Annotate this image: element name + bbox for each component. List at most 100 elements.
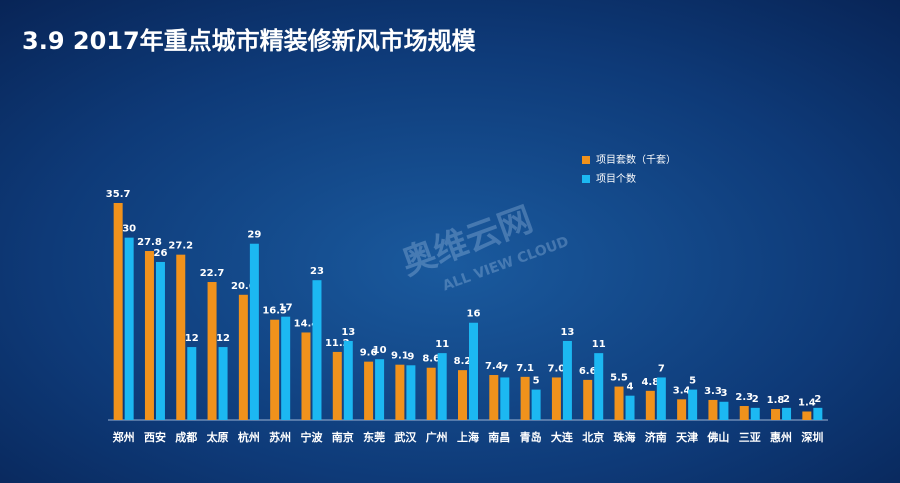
value-label: 7.1 [516,363,534,374]
value-label: 16 [467,309,481,320]
value-label: 2.3 [735,392,753,403]
value-label: 12 [216,333,230,344]
bar [176,254,186,420]
value-label: 9 [407,351,414,362]
value-label: 11.2 [325,338,350,349]
bar [625,395,635,420]
bar [281,316,291,420]
x-tick-label: 上海 [457,430,479,444]
value-label: 27.2 [168,241,193,252]
chart-title: 3.9 2017年重点城市精装修新风市场规模 [22,27,477,55]
bar [520,376,530,420]
bar [458,370,467,420]
value-label: 2 [783,394,790,405]
bar [645,390,655,420]
x-tick-label: 南京 [332,430,354,444]
value-label: 9.1 [391,351,409,362]
bar [469,322,478,420]
value-label: 3.4 [673,385,691,396]
value-label: 14.4 [294,318,319,329]
x-tick-label: 南昌 [488,430,510,444]
value-label: 6.6 [579,366,597,377]
x-tick-label: 杭州 [238,430,260,444]
bar [395,364,405,420]
x-tick-label: 大连 [551,430,574,444]
value-label: 30 [122,224,136,235]
bar [124,237,134,420]
bar [719,401,729,420]
value-label: 5 [689,376,696,387]
bar [531,389,541,420]
bar [270,319,280,420]
value-label: 5 [533,376,540,387]
value-label: 9.6 [360,348,378,359]
bar [739,406,749,420]
bar [238,294,248,420]
x-tick-label: 东莞 [363,430,385,444]
bar [750,407,760,420]
bar [614,386,624,420]
x-tick-label: 惠州 [770,430,792,444]
value-label: 13 [341,327,355,338]
value-label: 29 [247,230,261,241]
bar [249,243,259,420]
bar [426,367,436,420]
bar [677,399,687,420]
value-label: 20.6 [231,281,256,292]
value-label: 13 [560,327,574,338]
x-tick-label: 宁波 [300,430,323,444]
x-tick-label: 济南 [645,430,667,444]
value-label: 4.8 [641,377,659,388]
value-label: 8.6 [422,354,440,365]
x-tick-label: 珠海 [614,430,636,444]
value-label: 16.5 [262,306,287,317]
bar [583,379,593,420]
bar [332,351,342,420]
x-tick-label: 深圳 [801,430,823,444]
x-tick-label: 北京 [582,430,604,444]
x-tick-label: 苏州 [269,430,291,444]
value-label: 27.8 [137,237,162,248]
x-tick-label: 三亚 [739,431,761,444]
value-label: 35.7 [106,189,131,200]
value-label: 3.3 [704,386,722,397]
x-tick-label: 郑州 [113,430,135,444]
bar [802,411,812,420]
value-label: 2 [814,394,821,405]
x-tick-label: 天津 [676,430,698,444]
value-label: 7.4 [485,361,503,372]
bar [551,377,561,420]
bar [594,353,604,420]
bar [375,359,385,420]
value-label: 7 [501,363,508,374]
bar [364,361,374,420]
bar [312,280,322,420]
value-label: 7 [658,363,665,374]
bar [343,340,353,420]
value-label: 17 [279,303,293,314]
value-label: 10 [373,345,387,356]
x-tick-label: 武汉 [394,430,417,444]
x-tick-label: 青岛 [520,430,542,444]
bar [688,389,698,420]
value-label: 1.4 [798,397,816,408]
value-label: 8.2 [454,356,472,367]
value-label: 1.8 [767,395,785,406]
value-label: 23 [310,266,324,277]
bar [656,377,666,420]
legend-swatch [582,156,590,164]
x-tick-label: 佛山 [706,430,729,444]
x-tick-label: 广州 [426,430,448,444]
bar [207,282,217,420]
bar [406,365,416,420]
bar [437,353,447,420]
legend-swatch [582,175,590,183]
bar [301,332,311,420]
x-tick-label: 成都 [175,430,197,444]
bar [489,375,499,420]
value-label: 5.5 [610,373,628,384]
bar [144,251,154,420]
bar [155,261,165,420]
